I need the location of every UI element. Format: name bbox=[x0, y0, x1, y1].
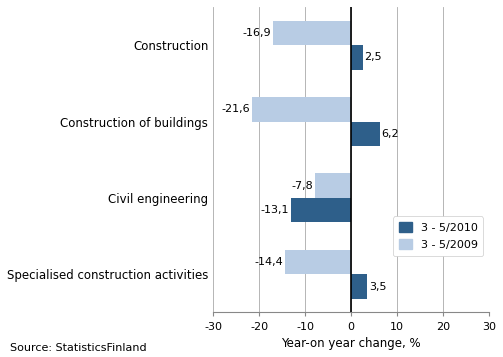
Bar bbox=[351, 274, 367, 299]
Bar bbox=[291, 198, 351, 222]
Legend: 3 - 5/2010, 3 - 5/2009: 3 - 5/2010, 3 - 5/2009 bbox=[393, 216, 483, 256]
Text: -13,1: -13,1 bbox=[261, 205, 289, 215]
Bar bbox=[351, 121, 380, 146]
Text: Source: StatisticsFinland: Source: StatisticsFinland bbox=[10, 343, 147, 353]
Text: -16,9: -16,9 bbox=[243, 28, 272, 38]
Bar bbox=[285, 250, 351, 274]
Text: 2,5: 2,5 bbox=[365, 52, 382, 62]
Text: 6,2: 6,2 bbox=[381, 129, 399, 139]
Bar bbox=[252, 97, 351, 121]
Bar bbox=[351, 45, 363, 70]
Text: -21,6: -21,6 bbox=[221, 104, 250, 114]
Text: -14,4: -14,4 bbox=[255, 257, 283, 267]
Bar bbox=[274, 21, 351, 45]
Bar bbox=[315, 174, 351, 198]
Text: -7,8: -7,8 bbox=[292, 181, 313, 191]
X-axis label: Year-on year change, %: Year-on year change, % bbox=[281, 337, 421, 350]
Text: 3,5: 3,5 bbox=[369, 282, 386, 292]
